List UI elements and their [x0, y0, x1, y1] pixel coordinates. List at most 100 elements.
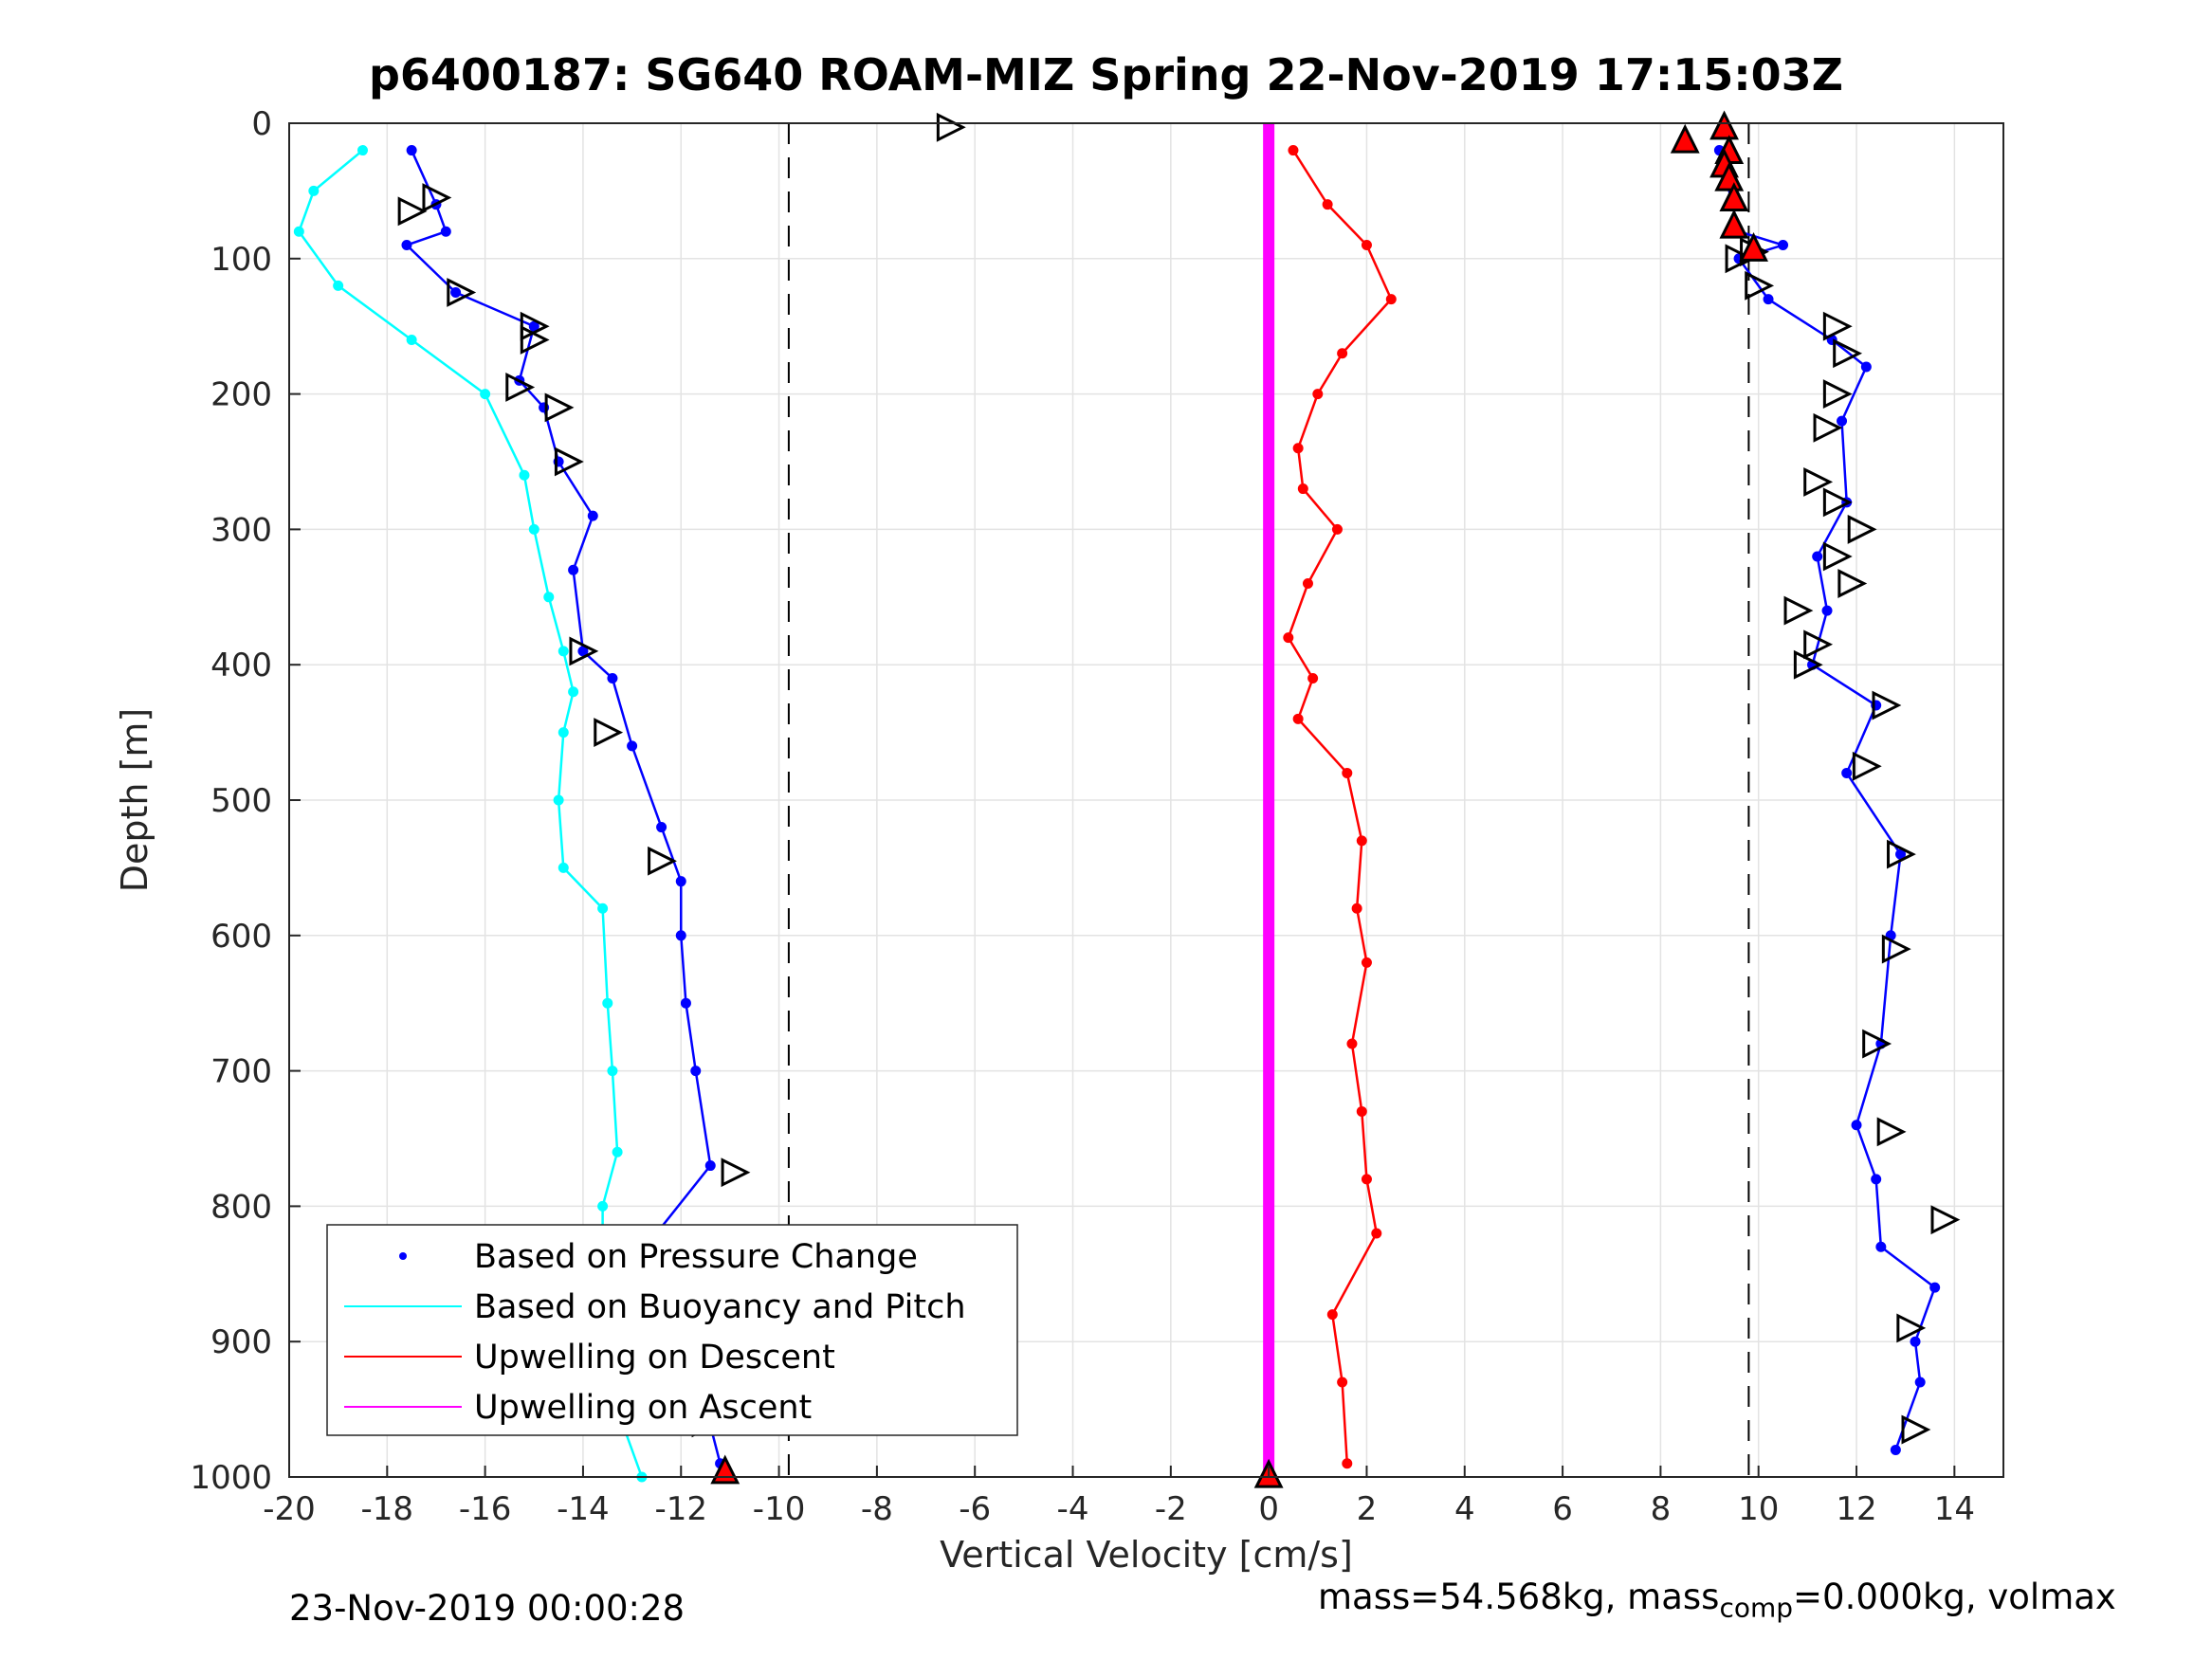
legend-label: Upwelling on Descent [474, 1339, 835, 1376]
data-point [1351, 902, 1362, 914]
triangle-marker [1930, 1205, 1961, 1235]
triangle-marker [1803, 629, 1834, 660]
y-axis-label: Depth [m] [114, 708, 155, 893]
data-point [1292, 443, 1304, 454]
data-point [597, 902, 609, 914]
data-point [333, 280, 344, 291]
x-tick-label: 14 [1934, 1490, 1975, 1528]
legend-label: Based on Buoyancy and Pitch [474, 1288, 966, 1326]
triangle-marker [1837, 569, 1868, 598]
series-line-2 [1718, 150, 1937, 1450]
data-point [1283, 632, 1294, 644]
triangle-marker [505, 373, 536, 402]
data-point [704, 1160, 716, 1172]
data-point [308, 185, 320, 196]
data-point [558, 646, 569, 657]
x-tick-label: -10 [753, 1490, 806, 1528]
triangle-marker [1901, 1414, 1931, 1445]
data-point [1875, 1241, 1887, 1252]
triangle-marker [1852, 751, 1882, 781]
triangle-marker [594, 718, 624, 748]
x-axis-label: Vertical Velocity [cm/s] [940, 1534, 1353, 1576]
triangle-marker [1833, 338, 1863, 369]
data-point [1307, 672, 1319, 684]
triangle-marker [544, 392, 575, 423]
data-point [1929, 1282, 1941, 1293]
footer-timestamp: 23-Nov-2019 00:00:28 [289, 1588, 686, 1629]
data-point [1302, 578, 1313, 590]
triangle-marker [648, 846, 677, 876]
data-point [558, 727, 569, 738]
data-point [1812, 551, 1823, 562]
data-point [1312, 389, 1324, 400]
triangle-marker [1725, 244, 1755, 274]
x-tick-label: 0 [1258, 1490, 1279, 1528]
legend-label: Based on Pressure Change [474, 1238, 918, 1276]
y-tick-label: 800 [210, 1188, 272, 1226]
data-point [1361, 1174, 1372, 1185]
triangle-marker [1813, 412, 1843, 443]
data-point [1346, 1038, 1358, 1049]
triangle-marker [520, 325, 550, 355]
mass-sub: comp [1719, 1592, 1794, 1624]
triangle-marker [1872, 690, 1902, 720]
data-point [1385, 294, 1397, 305]
x-tick-label: -4 [1057, 1490, 1089, 1528]
x-tick-label: 8 [1651, 1490, 1672, 1528]
footer-mass: mass=54.568kg, masscomp=0.000kg, volmax [1318, 1577, 2116, 1623]
data-point [1361, 957, 1372, 968]
data-point [1288, 145, 1299, 156]
ticks: -20 -18 -16 -14 -12 -10 -8 -6 -4 -2 0 2 4 6 8 10 12 14010… [190, 105, 1975, 1528]
triangle-marker [1847, 514, 1877, 544]
data-point [612, 1146, 623, 1158]
triangle-marker [569, 636, 599, 666]
triangle-marker [447, 278, 477, 307]
data-point [1342, 767, 1353, 778]
x-tick-label: -14 [557, 1490, 610, 1528]
marker-layer [397, 110, 1961, 1488]
data-point [440, 226, 451, 237]
triangle-marker [1881, 934, 1911, 964]
y-tick-label: 0 [251, 105, 272, 143]
x-tick-label: -12 [654, 1490, 707, 1528]
data-point [528, 523, 539, 535]
data-point [1910, 1336, 1921, 1347]
data-point [675, 876, 686, 887]
data-point [1297, 483, 1308, 495]
series-line-3 [1287, 149, 1393, 1464]
triangle-marker [554, 447, 584, 477]
series-line-1 [297, 149, 644, 1478]
data-point [607, 672, 618, 684]
data-point [627, 740, 638, 752]
triangle-marker [721, 1158, 751, 1188]
red-triangle-marker [1739, 232, 1768, 262]
data-point [1337, 1376, 1348, 1388]
triangle-marker [422, 183, 452, 212]
x-tick-label: -20 [263, 1490, 316, 1528]
triangle-marker [1803, 466, 1834, 497]
data-point [1890, 1444, 1901, 1455]
x-tick-label: -6 [959, 1490, 991, 1528]
data-point [1361, 240, 1372, 251]
data-point [480, 389, 491, 400]
x-tick-label: 10 [1738, 1490, 1779, 1528]
data-point [293, 226, 304, 237]
triangle-marker [1745, 270, 1775, 301]
data-point [1371, 1228, 1382, 1239]
data-point [1356, 1105, 1367, 1117]
data-point [1860, 361, 1872, 373]
triangle-marker [1862, 1029, 1892, 1059]
data-point [1326, 1309, 1338, 1321]
y-tick-label: 1000 [190, 1459, 272, 1497]
triangle-marker [1896, 1313, 1927, 1343]
data-point [543, 592, 555, 603]
data-point [607, 1066, 618, 1077]
data-point [568, 564, 579, 575]
triangle-marker [1822, 379, 1853, 410]
data-point [519, 469, 530, 481]
x-tick-label: 6 [1552, 1490, 1573, 1528]
x-tick-label: 4 [1454, 1490, 1475, 1528]
y-tick-label: 300 [210, 511, 272, 549]
data-point [1331, 523, 1343, 535]
